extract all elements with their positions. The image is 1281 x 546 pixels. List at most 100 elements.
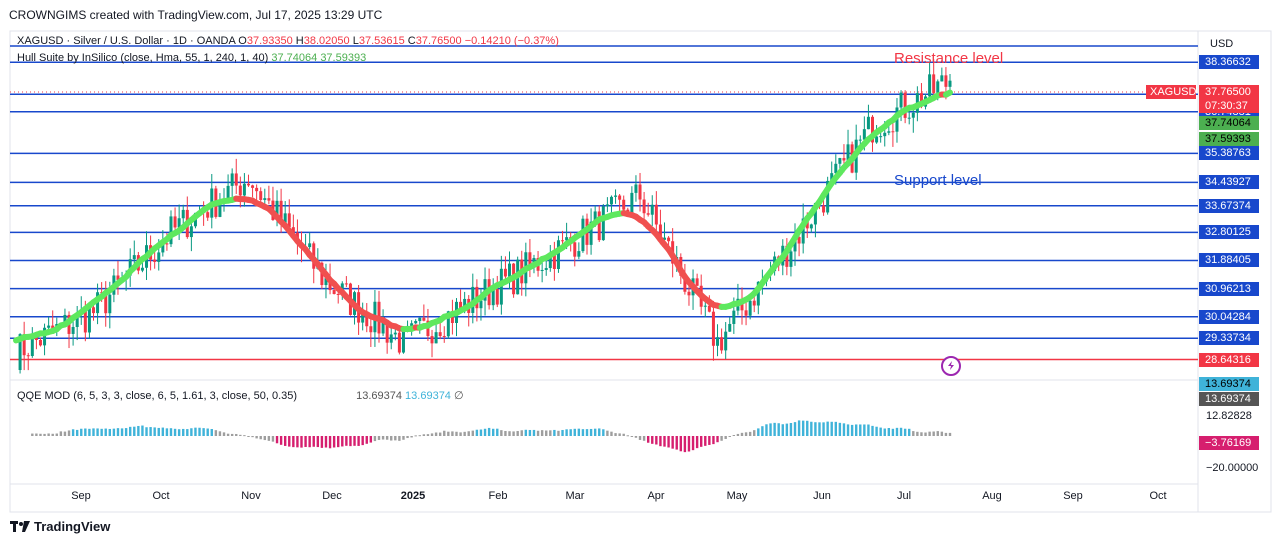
time-axis-label: Sep [71,490,91,502]
candle-body [614,195,618,197]
candle-body [332,290,336,295]
qqe-bar [606,430,609,436]
candle-body [47,325,51,328]
candle-body [75,312,79,327]
qqe-legend[interactable]: QQE MOD (6, 5, 3, 3, close, 6, 5, 1.61, … [17,389,464,402]
candle-body [903,92,907,118]
qqe-bar [120,428,124,436]
time-axis-label: Jun [813,490,831,502]
qqe-bar [830,421,833,436]
candle-body [397,332,401,353]
qqe-bar [63,431,67,436]
qqe-bar [891,428,895,436]
candle-body [381,321,385,334]
candle-body [418,317,422,322]
chart-frame [9,30,1272,513]
qqe-bar [365,436,368,444]
qqe-tag-1: 13.69374 [1199,377,1259,391]
candle-body [883,132,887,137]
candle-body [593,211,597,222]
time-axis-label: Sep [1063,490,1083,502]
candle-body [344,283,348,285]
hull-legend[interactable]: Hull Suite by InSilico (close, Hma, 55, … [17,52,366,64]
currency-label[interactable]: USD [1210,38,1234,50]
qqe-bar [695,436,699,449]
qqe-bar [581,429,585,436]
qqe-bar [634,436,638,438]
candle-body [601,206,605,241]
qqe-bar [932,431,935,436]
candle-body [618,195,622,200]
candle-body [793,237,797,252]
candle-body [936,81,940,93]
qqe-bar [67,430,71,436]
candle-body [928,74,932,97]
qqe-value-2: 13.69374 [405,390,451,402]
qqe-bar [190,428,193,436]
qqe-bar [332,436,336,448]
qqe-bar [471,430,475,436]
candle-body [234,173,238,186]
qqe-bar [385,436,389,440]
qqe-bar [312,436,315,447]
qqe-bar [381,436,385,440]
symbol-legend[interactable]: XAGUSD · Silver / U.S. Dollar · 1D · OAN… [17,35,559,47]
qqe-bar [585,429,589,436]
qqe-bar [218,431,222,436]
candle-body [732,310,736,324]
qqe-bar [663,436,666,447]
qqe-bar [288,436,291,447]
candle-body [30,334,34,357]
qqe-bar [573,428,576,436]
qqe-bar [646,436,650,443]
qqe-bar [394,436,397,441]
qqe-bar [948,432,952,436]
qqe-bar [540,430,544,436]
tradingview-footer[interactable]: TradingView [10,519,110,534]
qqe-bar [337,436,340,448]
candle-body [662,237,666,240]
candle-body [875,136,879,143]
qqe-bar [753,430,756,436]
qqe-bar [100,428,103,436]
qqe-bar [504,431,507,436]
qqe-bar [769,423,772,436]
qqe-bar [202,428,205,436]
candle-body [238,185,242,196]
candle-body [442,336,446,338]
qqe-bar [924,432,927,436]
level-label: 30.04284 [1199,309,1259,324]
qqe-bar [214,430,218,436]
candle-body [255,187,259,192]
qqe-low-label: −20.00000 [1206,462,1259,474]
candle-body [365,313,369,327]
candle-body [707,305,711,312]
candle-body [622,199,626,210]
qqe-bar [700,436,703,447]
qqe-bar [88,428,91,436]
qqe-bar [757,428,760,436]
qqe-bar [895,427,899,436]
candle-body [459,301,463,309]
qqe-bar [826,421,829,436]
candle-body [911,112,915,118]
candle-body [430,336,434,344]
qqe-bar [899,427,903,436]
candle-body [287,213,291,228]
time-axis-label: Mar [565,490,585,502]
alert-icon[interactable] [941,356,961,376]
qqe-bar [675,436,678,450]
candle-body [308,243,312,248]
candle-body [336,294,340,296]
candle-body [246,183,250,186]
qqe-bar [402,436,405,440]
candle-body [132,255,136,260]
candle-body [361,313,365,323]
countdown-tag: 07:30:37 [1199,99,1259,113]
qqe-bar [655,436,658,445]
qqe-bar [308,436,311,448]
candle-body [797,237,801,244]
candle-body [565,237,569,241]
candle-body [728,323,732,332]
candle-body [703,305,707,307]
